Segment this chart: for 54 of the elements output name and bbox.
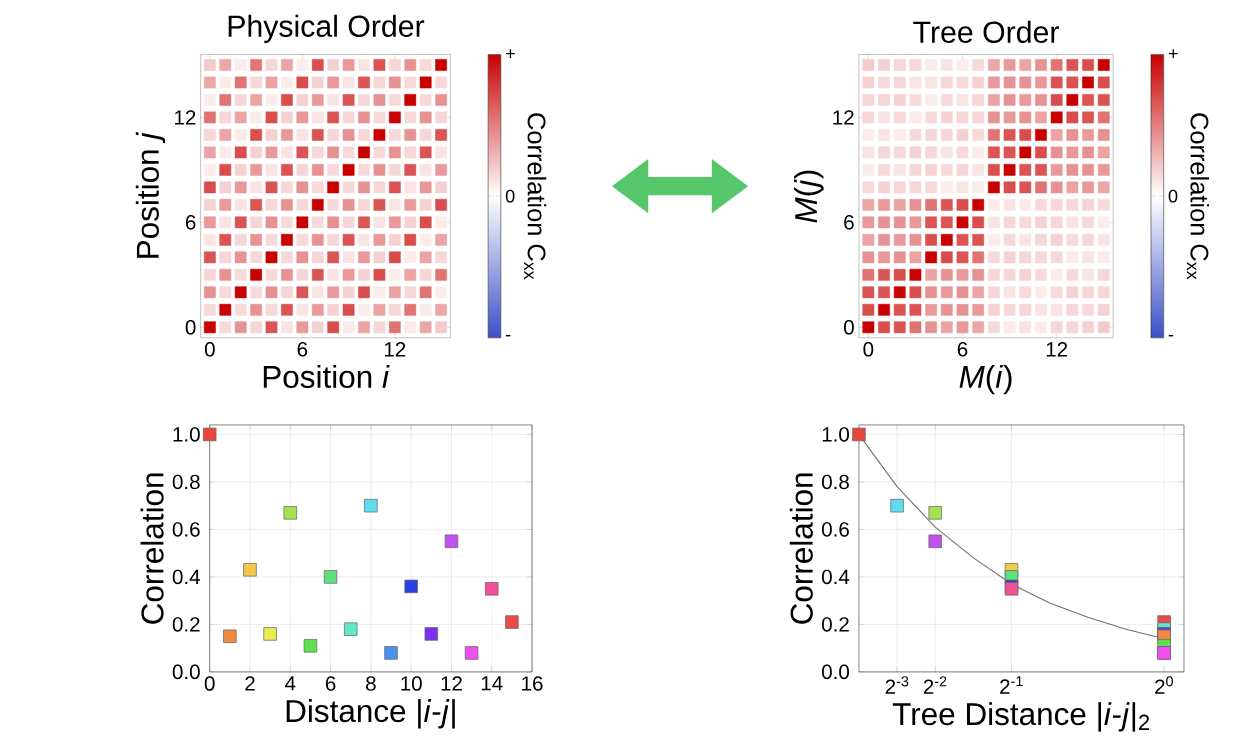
x-tick-label: 12 bbox=[441, 676, 462, 691]
x-tick-label: 6 bbox=[957, 342, 968, 357]
x-tick-label: 12 bbox=[384, 342, 406, 357]
y-axis-title: Correlation bbox=[140, 473, 164, 624]
y-tick-label: 6 bbox=[185, 215, 196, 230]
color-bar-label: + bbox=[506, 49, 515, 59]
y-tick-label: 0.0 bbox=[821, 664, 850, 680]
y-axis-title: Position j bbox=[135, 131, 166, 258]
x-tick-label: 12 bbox=[1046, 342, 1068, 357]
x-tick-label: 0 bbox=[204, 676, 215, 691]
y-tick-label: 1.0 bbox=[173, 427, 200, 442]
y-tick-label: 0.6 bbox=[821, 522, 849, 537]
color-bar-title: Correlation C$_{xx}$ bbox=[1186, 113, 1210, 280]
y-tick-label: 0.6 bbox=[172, 522, 200, 537]
x-tick-label: 4 bbox=[285, 676, 296, 691]
y-tick-label: 0.2 bbox=[821, 617, 849, 632]
x-tick-label: 2$^{-2}$ bbox=[923, 676, 947, 694]
x-tick-label: 6 bbox=[325, 676, 336, 691]
y-tick-label: 0 bbox=[185, 320, 196, 335]
x-tick-label: 8 bbox=[366, 676, 376, 691]
y-tick-label: 12 bbox=[833, 110, 854, 125]
chart-title: Tree Order bbox=[913, 20, 1059, 44]
color-bar-label: 0 bbox=[505, 189, 515, 203]
y-tick-label: 1.0 bbox=[822, 427, 850, 442]
x-tick-label: 2$^{-3}$ bbox=[885, 676, 909, 694]
color-bar-label: + bbox=[1168, 49, 1178, 59]
x-axis-title: M(i) bbox=[959, 365, 1012, 395]
y-tick-label: 12 bbox=[175, 110, 196, 125]
x-tick-label: 14 bbox=[481, 676, 503, 691]
y-tick-label: 0.2 bbox=[172, 617, 200, 632]
x-tick-label: 2$^{0}$ bbox=[1155, 676, 1174, 694]
x-tick-label: 16 bbox=[522, 676, 543, 691]
y-axis-title: Correlation bbox=[789, 473, 813, 624]
x-axis-title: Tree Distance |i-j|$_{2}$ bbox=[892, 702, 1150, 732]
y-tick-label: 0.4 bbox=[172, 569, 200, 585]
x-tick-label: 10 bbox=[401, 676, 422, 691]
y-tick-label: 0.4 bbox=[821, 569, 850, 585]
y-tick-label: 0.8 bbox=[172, 474, 200, 490]
x-axis-title: Distance |i-j| bbox=[286, 699, 455, 729]
y-tick-label: 0.8 bbox=[821, 474, 849, 490]
color-bar-label: - bbox=[1168, 335, 1174, 337]
x-tick-label: 2 bbox=[245, 676, 255, 691]
x-axis-title: Position i bbox=[263, 365, 390, 389]
y-tick-label: 6 bbox=[844, 215, 854, 230]
x-tick-label: 2$^{-1}$ bbox=[1000, 676, 1023, 694]
y-tick-label: 0.0 bbox=[172, 664, 200, 680]
x-tick-label: 0 bbox=[204, 342, 215, 357]
x-tick-label: 0 bbox=[863, 342, 874, 357]
color-bar-label: 0 bbox=[1168, 189, 1178, 203]
color-bar-title: Correlation C$_{xx}$ bbox=[524, 113, 547, 280]
color-bar-label: - bbox=[505, 335, 511, 337]
chart-title: Physical Order bbox=[228, 14, 425, 44]
y-tick-label: 0 bbox=[844, 320, 854, 335]
x-tick-label: 6 bbox=[297, 342, 308, 357]
